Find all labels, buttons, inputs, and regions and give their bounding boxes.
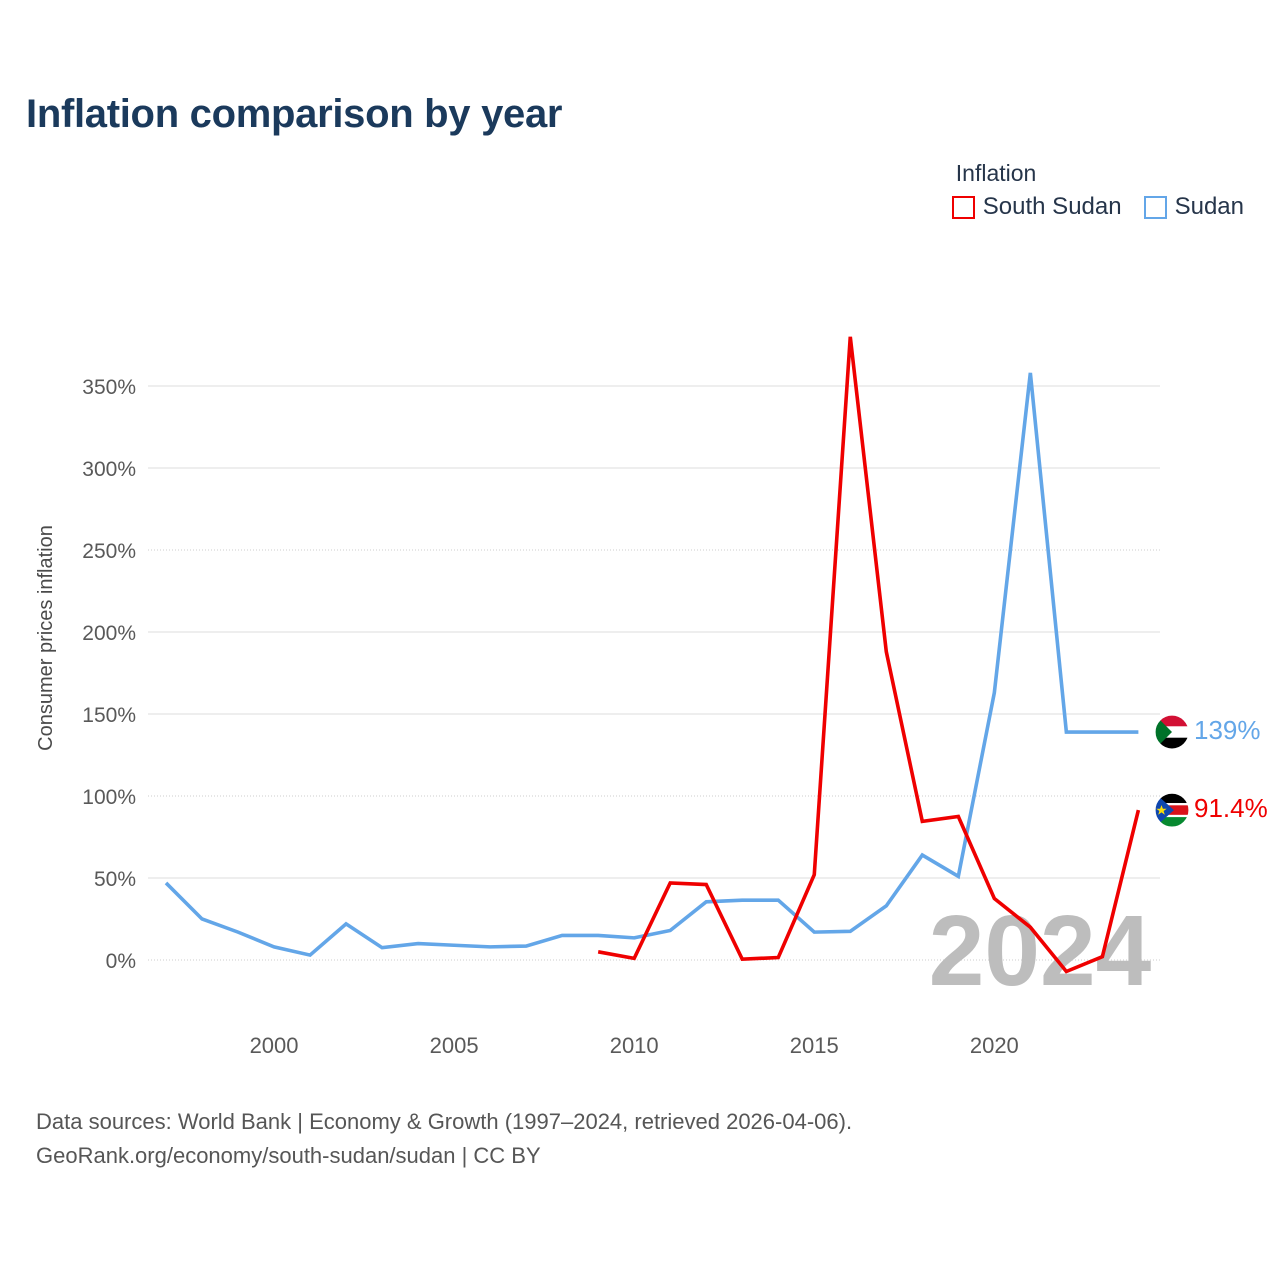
legend-swatch-sudan [1143, 195, 1167, 219]
series-lines [164, 336, 1141, 974]
end-label-south-sudan: 91.4% [1194, 793, 1268, 823]
y-tick-label: 300% [82, 458, 136, 481]
x-tick-label: 2000 [250, 1033, 299, 1058]
year-watermark: 2024 [929, 895, 1152, 1007]
legend-swatch-south-sudan [951, 195, 975, 219]
series-end-markers: 139% 91.4% [1154, 714, 1268, 828]
x-axis-ticks: 2000 2005 2010 2015 2020 [250, 1033, 1019, 1058]
footer-line-2[interactable]: GeoRank.org/economy/south-sudan/sudan | … [36, 1143, 541, 1169]
y-tick-label: 350% [82, 376, 136, 399]
legend-item-sudan[interactable]: Sudan [1143, 193, 1244, 221]
y-tick-label: 0% [106, 950, 136, 973]
x-tick-label: 2005 [430, 1033, 479, 1058]
footer-attribution: Data sources: World Bank | Economy & Gro… [36, 1105, 852, 1173]
legend-item-south-sudan[interactable]: South Sudan [951, 193, 1122, 221]
gridlines [148, 385, 1160, 961]
legend: Inflation South Sudan Sudan [951, 160, 1244, 221]
series-line-sudan[interactable] [164, 372, 1139, 958]
flag-icon-south-sudan [1154, 792, 1190, 828]
y-axis-title: Consumer prices inflation [35, 525, 57, 751]
legend-title: Inflation [955, 160, 1037, 186]
y-tick-label: 100% [82, 786, 136, 809]
legend-label-sudan: Sudan [1174, 193, 1244, 220]
legend-items: South Sudan Sudan [951, 193, 1244, 221]
flag-icon-sudan [1154, 714, 1190, 750]
y-axis-ticks: 0% 50% 100% 150% 200% 250% 300% 350% [82, 376, 136, 973]
y-tick-label: 150% [82, 704, 136, 727]
x-tick-label: 2015 [790, 1033, 839, 1058]
legend-label-south-sudan: South Sudan [982, 193, 1122, 220]
series-line-south-sudan[interactable] [597, 336, 1141, 974]
y-tick-label: 50% [94, 868, 136, 891]
x-tick-label: 2010 [610, 1033, 659, 1058]
page-title: Inflation comparison by year [26, 92, 563, 136]
footer-line-1: Data sources: World Bank | Economy & Gro… [36, 1109, 853, 1134]
x-tick-label: 2020 [970, 1033, 1019, 1058]
y-tick-label: 200% [82, 622, 136, 645]
y-tick-label: 250% [82, 540, 136, 563]
end-label-sudan: 139% [1194, 715, 1261, 745]
